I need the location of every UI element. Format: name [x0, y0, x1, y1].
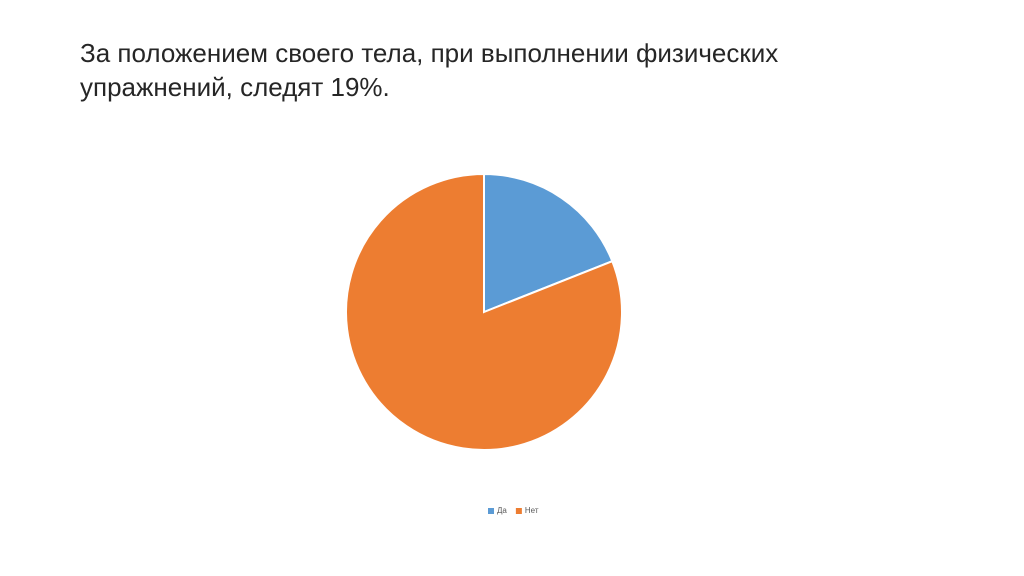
legend-swatch [488, 508, 494, 514]
legend-label: Нет [525, 506, 539, 515]
legend-swatch [515, 508, 522, 514]
pie-slice [483, 172, 614, 314]
legend-label: Да [497, 506, 507, 515]
pie-slice [345, 172, 623, 451]
chart-title: За положением своего тела, при выполнени… [80, 38, 779, 102]
